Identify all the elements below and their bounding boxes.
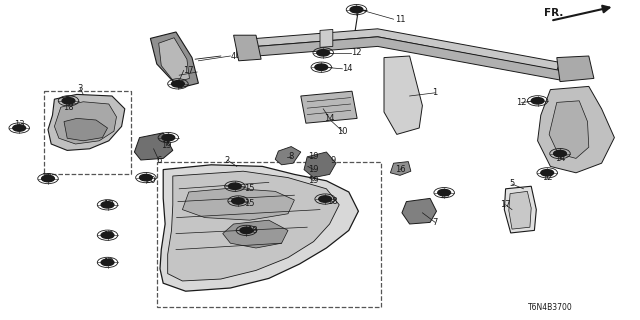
Text: 19: 19 [308,176,319,185]
Polygon shape [301,91,357,123]
Text: 13: 13 [41,173,51,182]
Text: 4: 4 [230,52,236,60]
Text: 11: 11 [396,15,406,24]
Polygon shape [275,147,301,165]
Circle shape [240,227,253,234]
Circle shape [13,125,26,131]
Text: 19: 19 [161,141,172,150]
Circle shape [42,175,54,182]
Text: 5: 5 [509,180,515,188]
Polygon shape [538,86,614,173]
Polygon shape [182,188,294,220]
Polygon shape [150,32,198,88]
Polygon shape [64,118,108,141]
Circle shape [228,183,241,189]
Circle shape [172,81,184,87]
Text: 2: 2 [225,156,230,164]
Text: 19: 19 [308,152,319,161]
Text: 9: 9 [330,156,335,164]
Circle shape [438,189,451,196]
Text: 12: 12 [516,98,527,107]
Circle shape [101,259,114,266]
Polygon shape [402,198,436,224]
Circle shape [317,50,330,56]
Polygon shape [223,220,288,248]
Text: FR.: FR. [544,8,563,18]
Polygon shape [384,56,422,134]
Circle shape [162,134,175,141]
Text: T6N4B3700: T6N4B3700 [528,303,573,312]
Text: 3: 3 [77,84,83,92]
Text: 15: 15 [244,184,255,193]
Polygon shape [234,35,261,61]
Polygon shape [160,165,358,291]
Polygon shape [557,56,594,82]
Circle shape [541,170,554,176]
Polygon shape [168,171,339,281]
Text: 12: 12 [542,173,552,182]
Text: 17: 17 [500,200,511,209]
Circle shape [350,6,363,13]
Text: 18: 18 [328,197,338,206]
Text: 14: 14 [342,64,353,73]
Polygon shape [549,101,589,158]
Polygon shape [237,29,560,70]
Text: 10: 10 [337,127,348,136]
Polygon shape [48,94,125,150]
Polygon shape [304,152,336,178]
Polygon shape [159,38,189,83]
Circle shape [62,98,75,104]
Text: 18: 18 [248,226,258,235]
Text: 1: 1 [433,88,438,97]
Text: 20: 20 [145,176,156,185]
Circle shape [101,202,114,208]
Circle shape [101,232,114,238]
Polygon shape [54,102,116,144]
Bar [44,91,131,174]
Text: 13: 13 [104,200,114,209]
Polygon shape [390,162,411,175]
Text: 17: 17 [184,66,194,75]
Polygon shape [509,191,531,229]
Text: 18: 18 [63,103,74,112]
Text: 15: 15 [244,199,255,208]
Text: 12: 12 [351,48,361,57]
Circle shape [140,174,152,181]
Text: 6: 6 [156,156,161,164]
Text: 8: 8 [289,152,294,161]
Text: 16: 16 [395,165,405,174]
Polygon shape [134,133,173,160]
Circle shape [232,198,244,204]
Text: 13: 13 [14,120,24,129]
Text: 13: 13 [104,231,114,240]
Polygon shape [320,29,333,47]
Circle shape [531,98,544,104]
Circle shape [319,196,332,202]
Text: 14: 14 [324,114,335,123]
Text: 13: 13 [104,258,114,267]
Polygon shape [237,37,560,80]
Text: 14: 14 [555,154,565,163]
Bar [157,162,381,307]
Circle shape [315,64,328,70]
Text: 7: 7 [433,218,438,227]
Circle shape [554,150,566,157]
Text: 19: 19 [440,191,450,200]
Text: 19: 19 [308,165,319,174]
Polygon shape [504,186,536,233]
